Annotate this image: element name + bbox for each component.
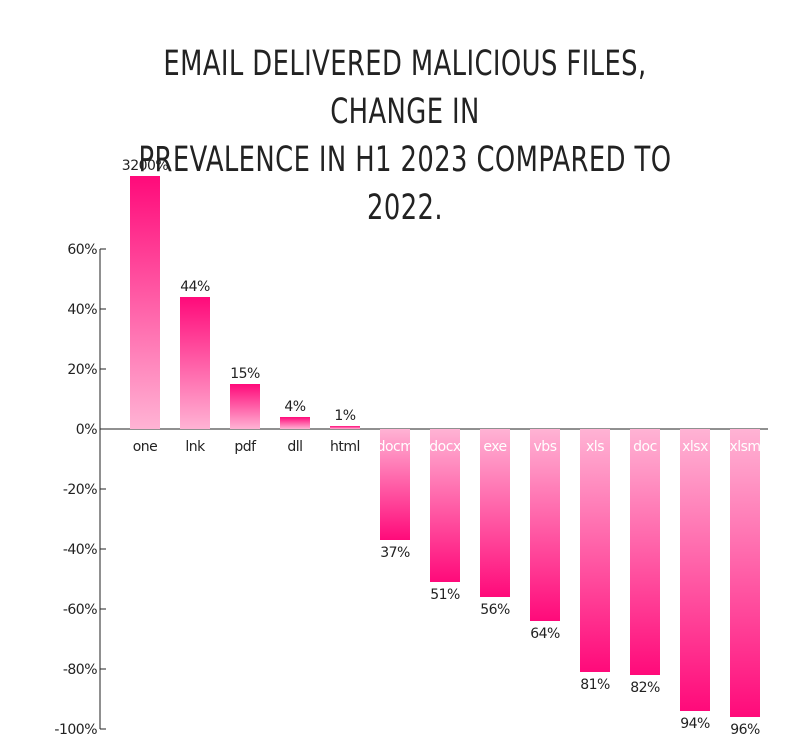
data-label-html: 1%	[334, 408, 355, 424]
bar-xlsx	[680, 429, 710, 711]
y-tick-label: -20%	[63, 482, 97, 498]
category-label-html: html	[330, 439, 360, 455]
bar-html	[330, 426, 360, 429]
category-label-xlsx: xlsx	[682, 439, 708, 455]
data-label-docm: 37%	[380, 545, 410, 561]
data-label-xlsx: 94%	[680, 716, 710, 732]
bar-docm	[380, 429, 410, 540]
data-label-xlsm: 96%	[730, 722, 760, 738]
category-label-xlsm: xlsm	[729, 439, 760, 455]
y-tick-label: 40%	[67, 302, 97, 318]
y-tick-label: -80%	[63, 662, 97, 678]
category-label-one: one	[133, 439, 158, 455]
y-tick-label: 20%	[67, 362, 97, 378]
category-label-lnk: lnk	[185, 439, 206, 455]
chart-title-line-2: PREVALENCE IN H1 2023 COMPARED TO 2022.	[138, 140, 672, 228]
bar-dll	[280, 417, 310, 429]
data-label-pdf: 15%	[230, 366, 260, 382]
y-tick-label: 60%	[67, 242, 97, 258]
chart-title: EMAIL DELIVERED MALICIOUS FILES, CHANGE …	[122, 40, 688, 232]
chart-title-line-1: EMAIL DELIVERED MALICIOUS FILES, CHANGE …	[163, 44, 647, 132]
bar-vbs	[530, 429, 560, 621]
bar-lnk	[180, 297, 210, 429]
data-label-one: 3200%	[122, 158, 169, 174]
y-tick-label: 0%	[76, 422, 97, 438]
bar-xlsm	[730, 429, 760, 717]
bar-exe	[480, 429, 510, 597]
category-label-exe: exe	[483, 439, 506, 455]
category-label-vbs: vbs	[534, 439, 557, 455]
bar-pdf	[230, 384, 260, 429]
bar-one	[130, 176, 160, 429]
bar-xls	[580, 429, 610, 672]
category-label-dll: dll	[287, 439, 302, 455]
data-label-doc: 82%	[630, 680, 660, 696]
y-tick-label: -100%	[54, 722, 97, 738]
category-label-pdf: pdf	[234, 439, 257, 455]
data-label-dll: 4%	[284, 399, 305, 415]
data-label-exe: 56%	[480, 602, 510, 618]
category-label-doc: doc	[633, 439, 657, 455]
data-label-xls: 81%	[580, 677, 610, 693]
category-label-docm: docm	[377, 439, 414, 455]
data-label-lnk: 44%	[180, 279, 210, 295]
category-label-docx: docx	[429, 439, 461, 455]
y-tick-label: -40%	[63, 542, 97, 558]
data-label-docx: 51%	[430, 587, 460, 603]
labels: one 3200% lnk 44% pdf 15% dll 4% html 1% docm 37% do…	[122, 158, 761, 738]
bar-docx	[430, 429, 460, 582]
y-axis: 60% 40% 20% 0% -20% -40% -60% -80% -100%	[54, 242, 768, 738]
category-label-xls: xls	[586, 439, 604, 455]
data-label-vbs: 64%	[530, 626, 560, 642]
bars	[130, 176, 760, 717]
bar-doc	[630, 429, 660, 675]
y-tick-label: -60%	[63, 602, 97, 618]
